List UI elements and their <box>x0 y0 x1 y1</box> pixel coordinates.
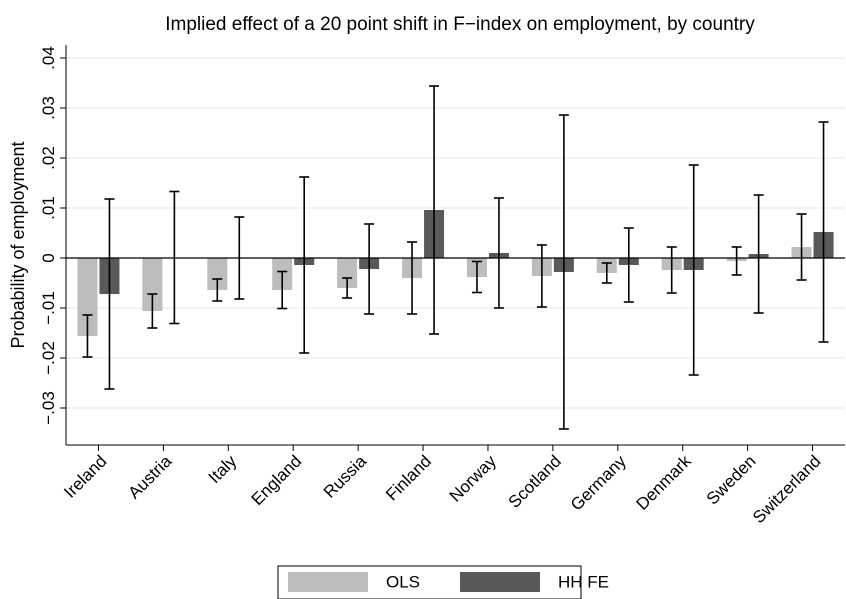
error-bar <box>623 227 634 303</box>
x-tick-label: Switzerland <box>749 452 825 528</box>
error-bar <box>536 244 547 308</box>
bar <box>142 258 163 311</box>
error-bar <box>212 278 223 302</box>
legend-label: HH FE <box>558 572 609 591</box>
x-tick-label: Austria <box>125 451 176 502</box>
legend: OLS HH FE <box>277 565 609 599</box>
x-tick-label: Norway <box>446 451 501 506</box>
y-tick-label: −.02 <box>39 341 58 375</box>
x-tick-label: Ireland <box>60 452 110 502</box>
y-tick-label: .01 <box>39 196 58 220</box>
error-bar <box>277 270 288 310</box>
error-bar <box>407 241 418 315</box>
y-axis-label: Probability of employment <box>8 141 28 348</box>
y-tick-label: .03 <box>39 96 58 120</box>
x-tick-label: Germany <box>567 451 630 514</box>
y-tick-label: 0 <box>39 253 58 262</box>
legend-label: OLS <box>386 572 420 591</box>
error-bar <box>493 197 504 309</box>
bar <box>77 258 98 336</box>
error-bar <box>82 314 93 358</box>
x-tick-label: Finland <box>382 452 435 505</box>
error-bar <box>688 164 699 376</box>
x-tick-label: England <box>248 452 306 510</box>
error-bar <box>342 277 353 299</box>
y-tick-label: .04 <box>39 46 58 70</box>
error-bar <box>731 246 742 276</box>
error-bar <box>796 213 807 281</box>
error-bar <box>429 85 440 335</box>
error-bar <box>666 246 677 294</box>
error-bar <box>471 260 482 294</box>
error-bar <box>104 198 115 390</box>
error-bar <box>601 262 612 284</box>
legend-swatch <box>460 572 540 592</box>
x-tick-label: Sweden <box>703 452 760 509</box>
legend-swatch <box>288 572 368 592</box>
chart-title: Implied effect of a 20 point shift in F−… <box>165 14 755 35</box>
x-tick-label: Scotland <box>505 452 565 512</box>
x-tick-label: Russia <box>320 451 371 502</box>
error-bar <box>753 194 764 314</box>
y-tick-label: −.01 <box>39 291 58 325</box>
y-tick-label: −.03 <box>39 391 58 425</box>
bar <box>337 258 358 288</box>
x-tick-label: Italy <box>205 451 241 487</box>
error-bar <box>299 176 310 354</box>
x-tick-label: Denmark <box>633 451 696 514</box>
y-tick-label: .02 <box>39 146 58 170</box>
error-bar <box>147 293 158 329</box>
error-bar <box>558 114 569 430</box>
bar <box>207 258 228 290</box>
error-bar <box>818 121 829 343</box>
error-bar <box>364 223 375 315</box>
